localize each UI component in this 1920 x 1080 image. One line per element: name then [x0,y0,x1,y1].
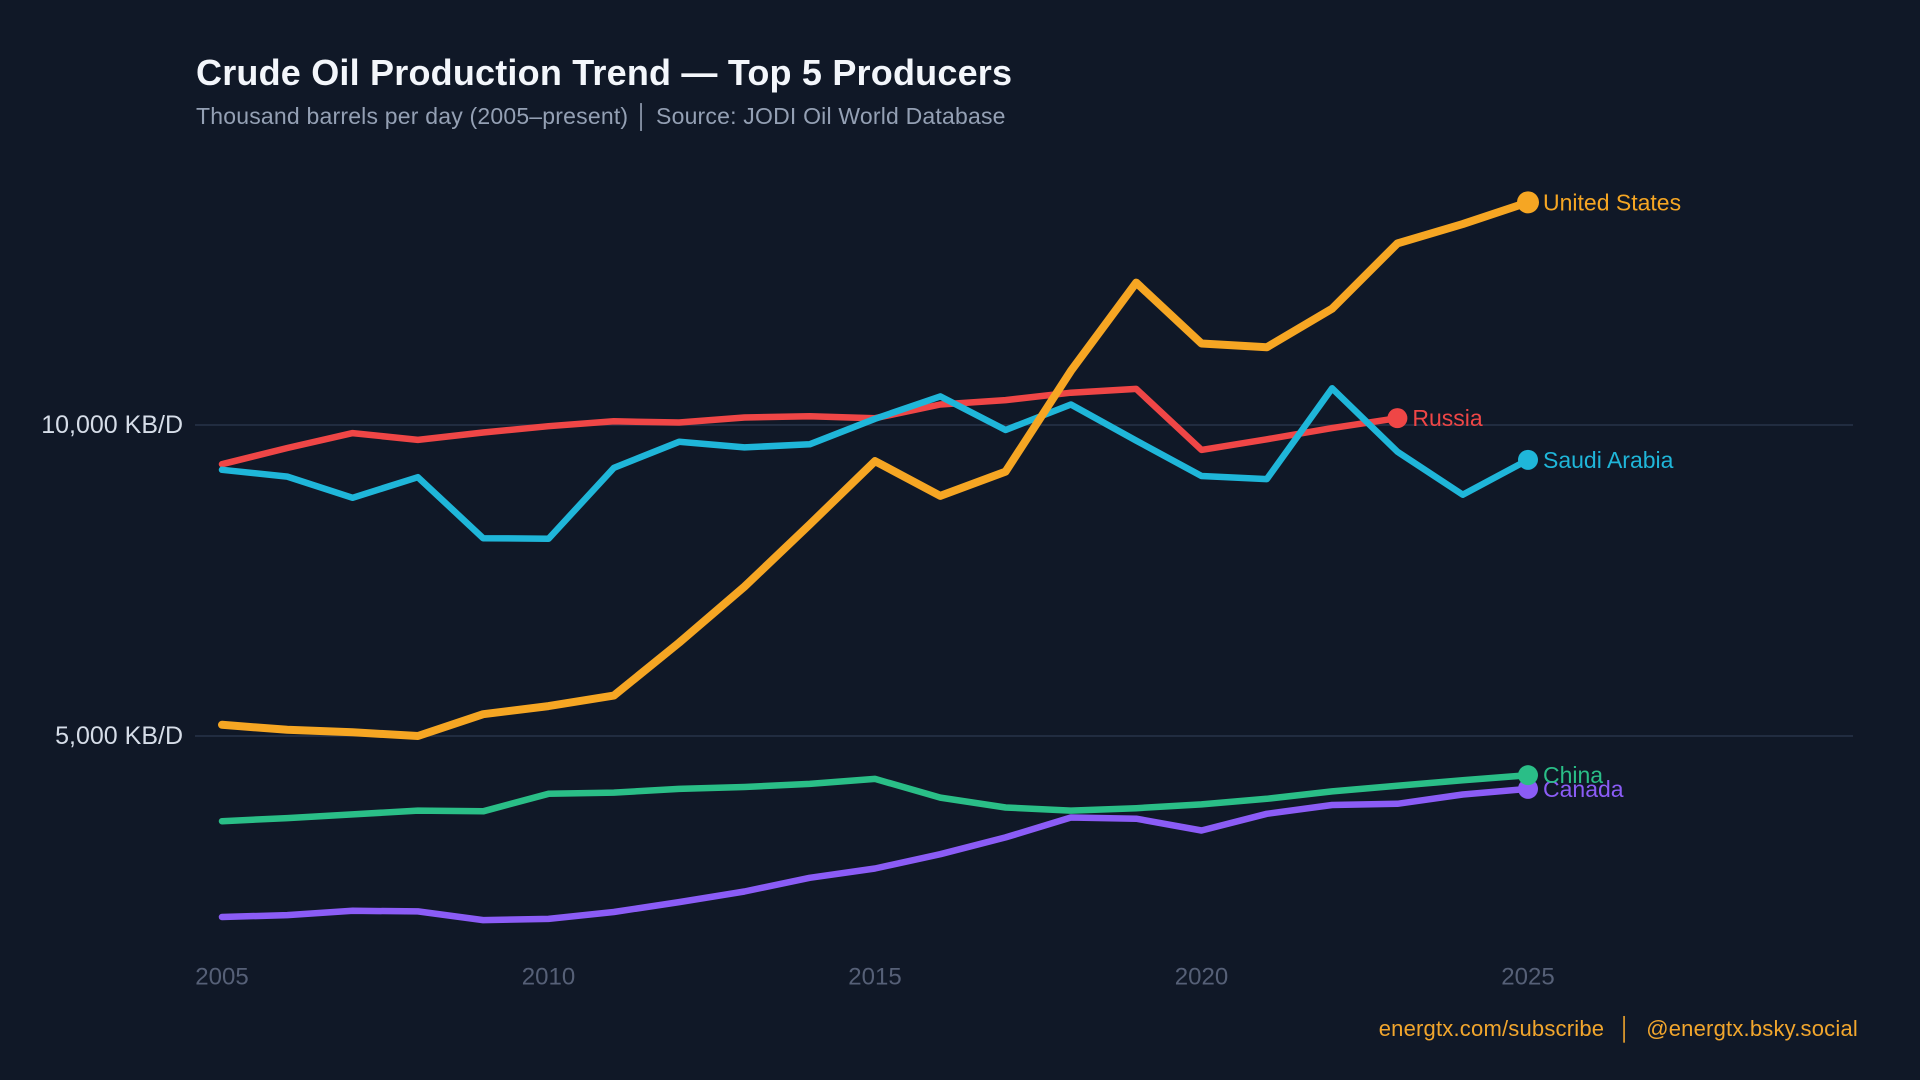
series-endpoint-dot-canada [1518,778,1538,799]
y-axis-label-10000: 10,000 KB/D [41,411,183,439]
series-label-china: China [1543,762,1603,788]
x-axis-label-2025: 2025 [1501,964,1554,991]
series-endpoint-dot-saudi-arabia [1518,449,1538,470]
series-line-china [218,771,1532,825]
series-line-saudi-arabia [218,385,1532,543]
footer-site-url: energtx.com/subscribe [1378,1016,1605,1041]
series-label-saudi-arabia: Saudi Arabia [1543,447,1674,473]
chart-header: Crude Oil Production Trend — Top 5 Produ… [196,52,1012,130]
series-endpoint-dot-china [1518,765,1538,786]
footer-social-handle: @energtx.bsky.social [1646,1016,1858,1041]
series-line-russia [218,385,1401,468]
series-label-canada: Canada [1543,776,1624,802]
footer-separator: │ [1618,1016,1633,1041]
series-label-russia: Russia [1412,405,1483,431]
page-subtitle: Thousand barrels per day (2005–present) … [196,103,1006,130]
page-title: Crude Oil Production Trend — Top 5 Produ… [196,52,1013,93]
series-endpoint-dot-russia [1387,408,1408,429]
x-axis-label-2015: 2015 [848,964,901,991]
x-axis-label-2010: 2010 [522,964,575,991]
y-axis-label-5000: 5,000 KB/D [55,722,183,750]
series-line-canada [218,785,1532,924]
series-label-united-states: United States [1543,189,1681,215]
x-axis-label-2005: 2005 [195,964,248,991]
chart-footer: energtx.com/subscribe │ @energtx.bsky.soci… [1379,1016,1858,1042]
series-line-united-states [218,198,1532,740]
x-axis-label-2020: 2020 [1175,964,1228,991]
series-endpoint-dot-united-states [1517,191,1539,214]
